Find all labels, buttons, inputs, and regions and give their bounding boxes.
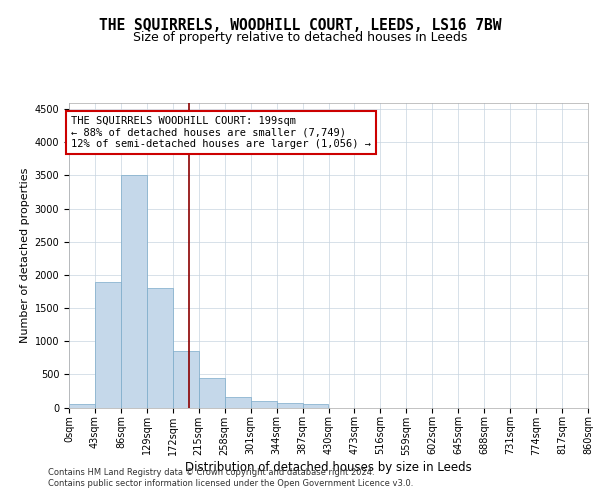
X-axis label: Distribution of detached houses by size in Leeds: Distribution of detached houses by size … [185, 462, 472, 474]
Y-axis label: Number of detached properties: Number of detached properties [20, 168, 31, 342]
Bar [251, 401, 277, 407]
Text: THE SQUIRRELS WOODHILL COURT: 199sqm
← 88% of detached houses are smaller (7,749: THE SQUIRRELS WOODHILL COURT: 199sqm ← 8… [71, 116, 371, 149]
Bar [69, 404, 95, 407]
Bar [121, 176, 147, 408]
Bar [277, 402, 302, 407]
Bar [302, 404, 329, 407]
Bar [199, 378, 224, 408]
Text: Size of property relative to detached houses in Leeds: Size of property relative to detached ho… [133, 31, 467, 44]
Bar [224, 397, 251, 407]
Bar [147, 288, 173, 408]
Bar [173, 351, 199, 408]
Text: Contains HM Land Registry data © Crown copyright and database right 2024.
Contai: Contains HM Land Registry data © Crown c… [48, 468, 413, 487]
Bar [95, 282, 121, 408]
Text: THE SQUIRRELS, WOODHILL COURT, LEEDS, LS16 7BW: THE SQUIRRELS, WOODHILL COURT, LEEDS, LS… [99, 18, 501, 32]
